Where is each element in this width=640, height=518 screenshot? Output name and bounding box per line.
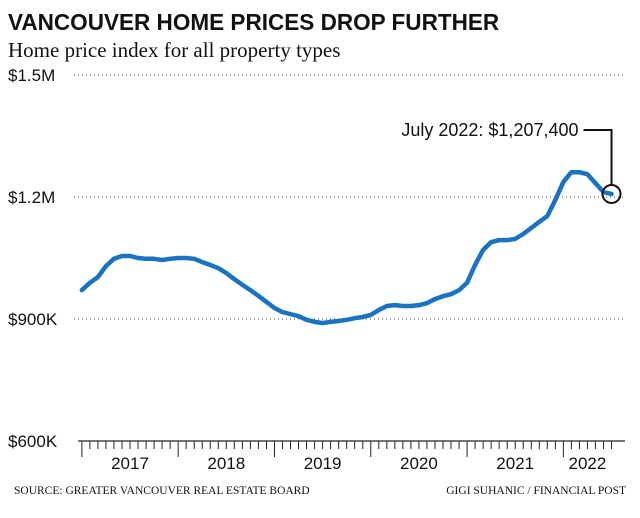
source: SOURCE: GREATER VANCOUVER REAL ESTATE BO… — [14, 485, 310, 497]
y-tick-label: $1.5M — [8, 66, 55, 85]
price-line — [79, 169, 614, 326]
y-tick-label: $900K — [8, 310, 58, 329]
annotation: July 2022: $1,207,400 — [401, 120, 578, 140]
x-tick-label: 2021 — [496, 454, 534, 473]
x-tick-label: 2022 — [569, 454, 607, 473]
credit: GIGI SUHANIC / FINANCIAL POST — [446, 485, 626, 497]
x-tick-label: 2020 — [400, 454, 438, 473]
chart-title: VANCOUVER HOME PRICES DROP FURTHER — [8, 9, 499, 35]
chart-subtitle: Home price index for all property types — [8, 38, 340, 62]
x-tick-label: 2019 — [304, 454, 342, 473]
annotation-leader — [583, 129, 613, 185]
y-tick-label: $1.2M — [8, 188, 55, 207]
x-tick-label: 2018 — [207, 454, 245, 473]
y-tick-label: $600K — [8, 432, 58, 451]
x-tick-label: 2017 — [111, 454, 149, 473]
